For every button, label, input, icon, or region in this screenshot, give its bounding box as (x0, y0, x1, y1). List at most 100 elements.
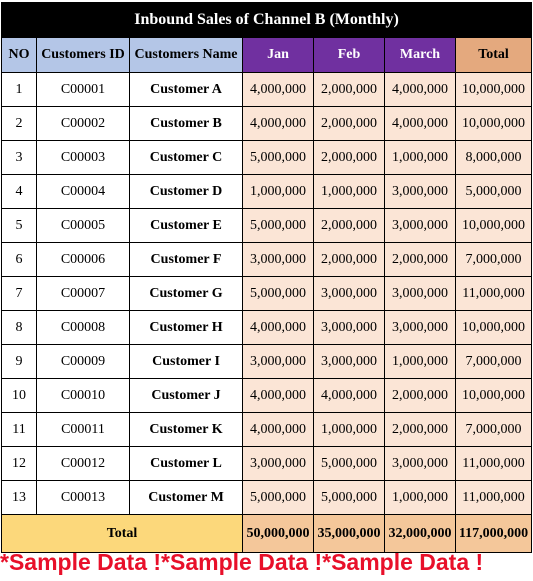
header-row: NO Customers ID Customers Name Jan Feb M… (1, 37, 533, 73)
cell-feb: 2,000,000 (313, 106, 385, 141)
cell-no: 6 (1, 242, 37, 277)
cell-march: 2,000,000 (384, 242, 456, 277)
header-march: March (384, 37, 456, 73)
table-title: Inbound Sales of Channel B (Monthly) (0, 2, 533, 38)
cell-no: 13 (1, 480, 37, 515)
cell-total: 11,000,000 (454, 446, 533, 481)
cell-jan: 5,000,000 (242, 140, 314, 175)
cell-total: 7,000,000 (454, 344, 533, 379)
cell-customer-name: Customer D (129, 174, 243, 209)
title-row: Inbound Sales of Channel B (Monthly) (0, 2, 533, 38)
cell-customer-name: Customer M (129, 480, 243, 515)
cell-customer-id: C00007 (36, 276, 130, 311)
totals-feb: 35,000,000 (313, 514, 385, 553)
cell-no: 7 (1, 276, 37, 311)
cell-total: 10,000,000 (454, 378, 533, 413)
cell-march: 1,000,000 (384, 140, 456, 175)
cell-total: 7,000,000 (454, 412, 533, 447)
cell-total: 11,000,000 (454, 480, 533, 515)
cell-jan: 4,000,000 (242, 378, 314, 413)
cell-feb: 2,000,000 (313, 242, 385, 277)
cell-no: 9 (1, 344, 37, 379)
cell-march: 3,000,000 (384, 310, 456, 345)
cell-no: 10 (1, 378, 37, 413)
cell-customer-id: C00006 (36, 242, 130, 277)
cell-total: 10,000,000 (454, 310, 533, 345)
cell-total: 8,000,000 (454, 140, 533, 175)
sales-table: Inbound Sales of Channel B (Monthly) NO … (0, 2, 533, 553)
cell-customer-id: C00011 (36, 412, 130, 447)
table-row: 2 C00002 Customer B 4,000,000 2,000,000 4,000… (1, 106, 533, 141)
cell-customer-id: C00004 (36, 174, 130, 209)
cell-customer-name: Customer K (129, 412, 243, 447)
cell-jan: 5,000,000 (242, 276, 314, 311)
cell-no: 12 (1, 446, 37, 481)
cell-customer-id: C00001 (36, 72, 130, 107)
header-customer-id: Customers ID (36, 37, 130, 73)
table-row: 1 C00001 Customer A 4,000,000 2,000,000 4,000… (1, 72, 533, 107)
cell-march: 2,000,000 (384, 378, 456, 413)
table-row: 10 C00010 Customer J 4,000,000 4,000,000 2,00… (1, 378, 533, 413)
cell-march: 2,000,000 (384, 412, 456, 447)
header-no: NO (1, 37, 37, 73)
table-row: 8 C00008 Customer H 4,000,000 3,000,000 3,000… (1, 310, 533, 345)
cell-total: 7,000,000 (454, 242, 533, 277)
cell-total: 11,000,000 (454, 276, 533, 311)
cell-march: 3,000,000 (384, 174, 456, 209)
sales-sheet: Inbound Sales of Channel B (Monthly) NO … (0, 2, 533, 553)
cell-march: 3,000,000 (384, 276, 456, 311)
cell-march: 1,000,000 (384, 344, 456, 379)
cell-customer-id: C00002 (36, 106, 130, 141)
cell-no: 8 (1, 310, 37, 345)
cell-jan: 5,000,000 (242, 208, 314, 243)
cell-feb: 3,000,000 (313, 344, 385, 379)
cell-customer-name: Customer I (129, 344, 243, 379)
cell-customer-id: C00009 (36, 344, 130, 379)
cell-customer-name: Customer J (129, 378, 243, 413)
table-row: 13 C00013 Customer M 5,000,000 5,000,000 1,00… (1, 480, 533, 515)
table-row: 5 C00005 Customer E 5,000,000 2,000,000 3,000… (1, 208, 533, 243)
cell-jan: 4,000,000 (242, 310, 314, 345)
cell-feb: 1,000,000 (313, 412, 385, 447)
table-row: 11 C00011 Customer K 4,000,000 1,000,000 2,00… (1, 412, 533, 447)
cell-no: 5 (1, 208, 37, 243)
cell-jan: 4,000,000 (242, 106, 314, 141)
cell-no: 1 (1, 72, 37, 107)
cell-customer-id: C00003 (36, 140, 130, 175)
sample-data-watermark: *Sample Data !*Sample Data !*Sample Data… (0, 549, 484, 575)
cell-jan: 3,000,000 (242, 446, 314, 481)
cell-march: 3,000,000 (384, 446, 456, 481)
cell-march: 1,000,000 (384, 480, 456, 515)
header-total: Total (454, 37, 533, 73)
cell-customer-id: C00013 (36, 480, 130, 515)
cell-customer-id: C00008 (36, 310, 130, 345)
cell-customer-name: Customer H (129, 310, 243, 345)
cell-total: 10,000,000 (454, 208, 533, 243)
totals-total: 117,000,000 (454, 514, 533, 553)
cell-jan: 4,000,000 (242, 72, 314, 107)
cell-jan: 3,000,000 (242, 242, 314, 277)
cell-customer-id: C00005 (36, 208, 130, 243)
cell-march: 4,000,000 (384, 106, 456, 141)
totals-row: Total 50,000,000 35,000,000 32,000,000 1… (1, 514, 533, 553)
cell-no: 11 (1, 412, 37, 447)
table-row: 7 C00007 Customer G 5,000,000 3,000,000 3,000… (1, 276, 533, 311)
cell-jan: 4,000,000 (242, 412, 314, 447)
table-row: 4 C00004 Customer D 1,000,000 1,000,000 3,000… (1, 174, 533, 209)
cell-customer-name: Customer C (129, 140, 243, 175)
table-row: 6 C00006 Customer F 3,000,000 2,000,000 2,000… (1, 242, 533, 277)
table-row: 12 C00012 Customer L 3,000,000 5,000,000 3,00… (1, 446, 533, 481)
cell-feb: 1,000,000 (313, 174, 385, 209)
cell-no: 4 (1, 174, 37, 209)
cell-customer-name: Customer B (129, 106, 243, 141)
cell-customer-name: Customer F (129, 242, 243, 277)
cell-feb: 3,000,000 (313, 276, 385, 311)
cell-customer-name: Customer L (129, 446, 243, 481)
table-body: 1 C00001 Customer A 4,000,000 2,000,000 4,000… (1, 72, 533, 515)
cell-jan: 3,000,000 (242, 344, 314, 379)
cell-jan: 5,000,000 (242, 480, 314, 515)
cell-customer-id: C00010 (36, 378, 130, 413)
table-row: 9 C00009 Customer I 3,000,000 3,000,000 1,000… (1, 344, 533, 379)
cell-march: 3,000,000 (384, 208, 456, 243)
cell-customer-name: Customer A (129, 72, 243, 107)
